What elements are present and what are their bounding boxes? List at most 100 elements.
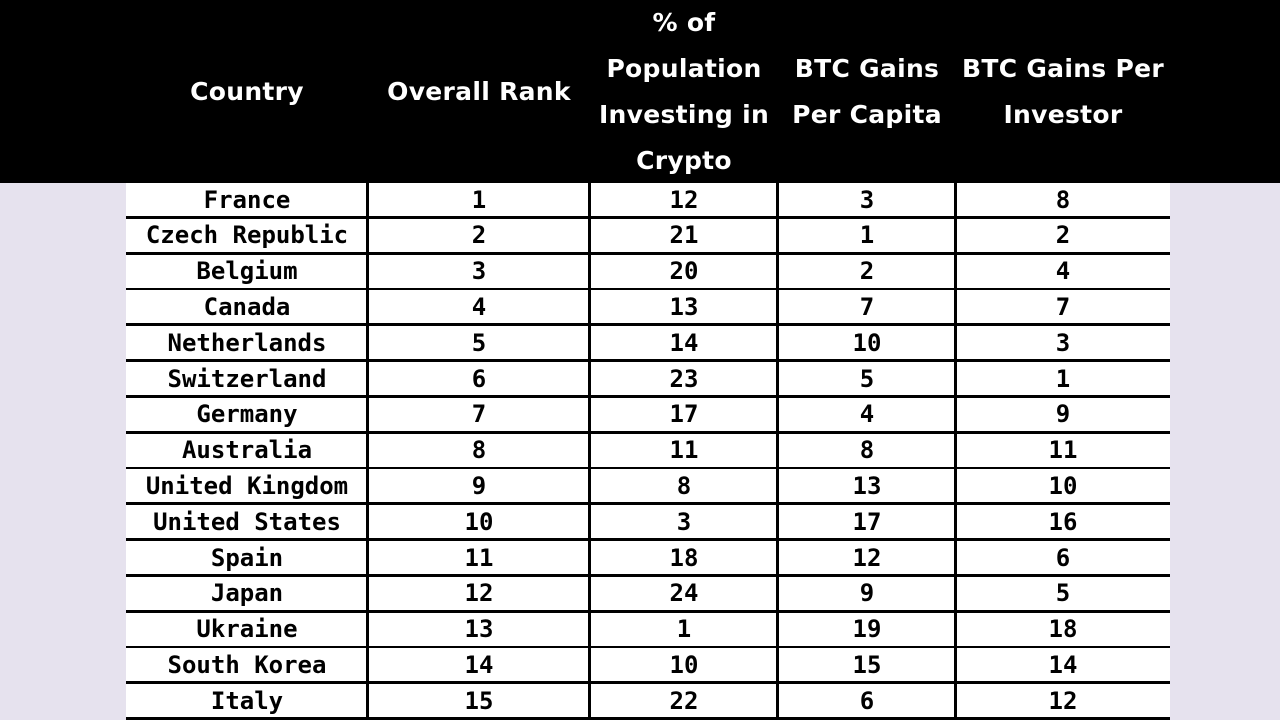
column-header-line: Overall Rank xyxy=(387,76,571,106)
cell-country: Switzerland xyxy=(167,364,327,393)
table-row: Belgium 3 20 2 4 xyxy=(126,254,1170,291)
cell-pct-population: 17 xyxy=(669,400,699,429)
table-row: Netherlands 5 14 10 3 xyxy=(126,326,1170,363)
cell-btc-per-investor: 3 xyxy=(1055,328,1071,357)
cell-pct-population: 23 xyxy=(669,364,699,393)
cell-overall-rank: 12 xyxy=(464,579,494,608)
cell-pct-population: 8 xyxy=(676,471,692,500)
column-header-text: Country xyxy=(190,69,304,115)
cell-overall-rank: 3 xyxy=(471,257,487,286)
cell-overall-rank: 1 xyxy=(471,185,487,214)
cell-pct-population: 18 xyxy=(669,543,699,572)
column-header-btc-per-capita: BTC Gains Per Capita xyxy=(778,0,956,183)
cell-overall-rank: 2 xyxy=(471,221,487,250)
cell-overall-rank: 6 xyxy=(471,364,487,393)
column-header-text: % of Population Investing in Crypto xyxy=(599,0,769,184)
cell-btc-per-capita: 1 xyxy=(859,221,875,250)
column-header-overall-rank: Overall Rank xyxy=(368,0,590,183)
column-header-line: Investing in xyxy=(598,99,770,129)
cell-btc-per-capita: 13 xyxy=(852,471,882,500)
cell-pct-population: 1 xyxy=(676,615,692,644)
cell-btc-per-investor: 9 xyxy=(1055,400,1071,429)
cell-pct-population: 11 xyxy=(669,436,699,465)
column-header-line: Population xyxy=(606,53,762,83)
column-header-line: BTC Gains xyxy=(794,53,940,83)
column-header-line: Per Capita xyxy=(792,99,942,129)
cell-btc-per-investor: 11 xyxy=(1048,436,1078,465)
column-header-btc-per-investor: BTC Gains Per Investor xyxy=(956,0,1170,183)
cell-btc-per-capita: 10 xyxy=(852,328,882,357)
cell-country: France xyxy=(203,185,291,214)
column-header-country: Country xyxy=(126,0,368,183)
column-header-text: BTC Gains Per Capita xyxy=(792,46,942,138)
table-row: Czech Republic 2 21 1 2 xyxy=(126,218,1170,255)
cell-country: United States xyxy=(153,507,341,536)
cell-country: Ukraine xyxy=(196,615,298,644)
column-header-text: Overall Rank xyxy=(387,69,571,115)
table-row: South Korea 14 10 15 14 xyxy=(126,648,1170,685)
cell-overall-rank: 14 xyxy=(464,650,494,679)
table-row: Spain 11 18 12 6 xyxy=(126,541,1170,577)
cell-overall-rank: 15 xyxy=(464,686,494,715)
cell-country: Australia xyxy=(181,436,313,465)
cell-pct-population: 12 xyxy=(669,185,699,214)
cell-btc-per-capita: 7 xyxy=(859,292,875,321)
ranking-table: France 1 12 3 8 Czech Republic 2 21 1 2 Belgium 3 20… xyxy=(126,183,1170,720)
table-row: Switzerland 6 23 5 1 xyxy=(126,362,1170,398)
cell-overall-rank: 5 xyxy=(471,328,487,357)
table-row: United States 10 3 17 16 xyxy=(126,505,1170,542)
cell-pct-population: 21 xyxy=(669,221,699,250)
cell-btc-per-capita: 12 xyxy=(852,543,882,572)
column-header-line: % of xyxy=(652,7,716,37)
column-divider xyxy=(366,183,369,720)
column-divider xyxy=(588,183,591,720)
cell-pct-population: 13 xyxy=(669,292,699,321)
cell-pct-population: 3 xyxy=(676,507,692,536)
cell-pct-population: 22 xyxy=(669,686,699,715)
cell-btc-per-capita: 6 xyxy=(859,686,875,715)
cell-btc-per-investor: 7 xyxy=(1055,292,1071,321)
cell-btc-per-capita: 4 xyxy=(859,400,875,429)
cell-btc-per-investor: 4 xyxy=(1055,257,1071,286)
cell-country: Italy xyxy=(210,686,284,715)
column-header-pct-population: % of Population Investing in Crypto xyxy=(590,0,778,183)
column-header-line: Crypto xyxy=(636,145,732,175)
table-row: France 1 12 3 8 xyxy=(126,183,1170,219)
column-header-line: BTC Gains Per xyxy=(961,53,1164,83)
cell-btc-per-investor: 6 xyxy=(1055,543,1071,572)
cell-btc-per-capita: 3 xyxy=(859,185,875,214)
cell-btc-per-capita: 17 xyxy=(852,507,882,536)
cell-country: Germany xyxy=(196,400,298,429)
cell-overall-rank: 13 xyxy=(464,615,494,644)
cell-btc-per-investor: 2 xyxy=(1055,221,1071,250)
cell-country: Japan xyxy=(210,579,284,608)
cell-overall-rank: 8 xyxy=(471,436,487,465)
cell-btc-per-investor: 14 xyxy=(1048,650,1078,679)
cell-overall-rank: 4 xyxy=(471,292,487,321)
cell-btc-per-capita: 15 xyxy=(852,650,882,679)
column-header-text: BTC Gains Per Investor xyxy=(962,46,1164,138)
column-divider xyxy=(776,183,779,720)
cell-overall-rank: 10 xyxy=(464,507,494,536)
cell-btc-per-investor: 10 xyxy=(1048,471,1078,500)
cell-btc-per-investor: 16 xyxy=(1048,507,1078,536)
cell-pct-population: 24 xyxy=(669,579,699,608)
cell-country: Netherlands xyxy=(167,328,327,357)
cell-btc-per-investor: 5 xyxy=(1055,579,1071,608)
cell-overall-rank: 11 xyxy=(464,543,494,572)
cell-country: South Korea xyxy=(167,650,327,679)
cell-btc-per-investor: 18 xyxy=(1048,615,1078,644)
cell-btc-per-capita: 8 xyxy=(859,436,875,465)
table-row: Italy 15 22 6 12 xyxy=(126,684,1170,720)
table-row: United Kingdom 9 8 13 10 xyxy=(126,469,1170,506)
cell-btc-per-capita: 5 xyxy=(859,364,875,393)
table-row: Japan 12 24 9 5 xyxy=(126,576,1170,613)
cell-btc-per-investor: 8 xyxy=(1055,185,1071,214)
cell-btc-per-capita: 19 xyxy=(852,615,882,644)
cell-country: Spain xyxy=(210,543,284,572)
cell-overall-rank: 9 xyxy=(471,471,487,500)
cell-btc-per-investor: 12 xyxy=(1048,686,1078,715)
cell-country: United Kingdom xyxy=(145,471,349,500)
column-header-line: Investor xyxy=(1003,99,1123,129)
cell-country: Canada xyxy=(203,292,291,321)
